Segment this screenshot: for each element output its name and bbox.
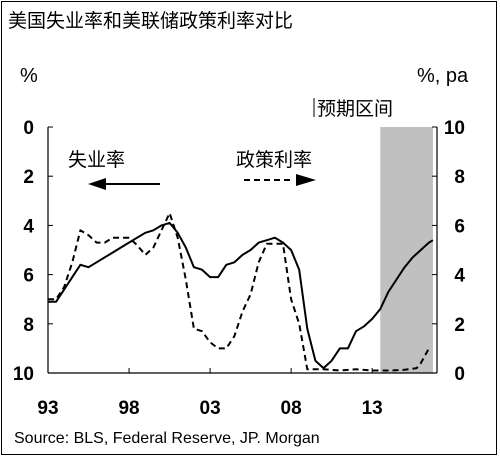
- series-label-unemployment: 失业率: [68, 149, 125, 171]
- left-tick-label: 6: [23, 266, 34, 287]
- source-note: Source: BLS, Federal Reserve, JP. Morgan: [14, 430, 320, 447]
- chart-title: 美国失业率和美联储政策利率对比: [8, 10, 294, 32]
- forecast-region-label: 预期区间: [317, 98, 393, 120]
- left-tick-label: 8: [23, 315, 34, 336]
- right-tick-label: 2: [454, 315, 465, 336]
- left-tick-label: 4: [23, 216, 34, 237]
- left-axis-unit: %: [20, 65, 38, 87]
- left-tick-label: 10: [13, 364, 34, 385]
- right-tick-label: 4: [454, 266, 465, 287]
- x-tick-label: 98: [118, 398, 139, 419]
- series-line-policy-rate: [48, 212, 430, 372]
- series-line-unemployment: [48, 221, 434, 370]
- x-tick-label: 13: [362, 398, 383, 419]
- x-tick-label: 03: [200, 398, 221, 419]
- right-axis-unit: %, pa: [417, 65, 469, 87]
- x-tick-label: 08: [281, 398, 302, 419]
- arrow-left-head: [88, 178, 106, 190]
- forecast-region: [380, 127, 433, 373]
- right-tick-label: 6: [454, 216, 465, 237]
- left-tick-label: 0: [23, 118, 34, 139]
- right-tick-label: 8: [454, 167, 465, 188]
- series-label-policy-rate: 政策利率: [236, 149, 312, 171]
- left-tick-label: 2: [23, 167, 34, 188]
- x-tick-label: 93: [37, 398, 58, 419]
- arrow-right-head: [296, 174, 316, 186]
- right-tick-label: 0: [454, 364, 465, 385]
- right-tick-label: 10: [444, 118, 465, 139]
